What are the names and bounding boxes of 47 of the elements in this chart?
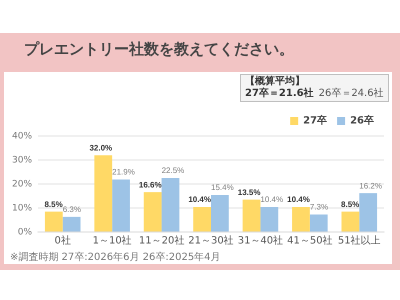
data-label: 16.6% <box>138 180 162 190</box>
bar <box>310 214 328 232</box>
y-tick-label: 20% <box>12 179 32 190</box>
bar <box>260 207 278 232</box>
x-tick-label: 1～10社 <box>92 234 132 247</box>
bar <box>341 212 360 232</box>
data-label: 10.4% <box>260 195 284 204</box>
bar <box>292 207 310 232</box>
x-tick-label: 0社 <box>54 234 71 247</box>
y-tick-label: 30% <box>12 155 32 166</box>
data-label: 15.4% <box>211 183 234 192</box>
data-label: 8.5% <box>44 200 63 209</box>
bar <box>359 193 378 232</box>
bar <box>211 195 229 232</box>
data-label: 32.0% <box>89 143 112 152</box>
legend-label: 27卒 <box>303 114 328 127</box>
y-tick-label: 0% <box>18 227 32 238</box>
bar <box>112 179 130 232</box>
data-label: 10.4% <box>188 195 211 204</box>
data-label: 10.4% <box>287 195 310 204</box>
data-label: 8.5% <box>341 200 360 209</box>
bar <box>242 200 260 232</box>
x-tick-label: 21～30社 <box>188 234 234 247</box>
data-label: 13.5% <box>238 188 260 197</box>
legend-label: 26卒 <box>350 114 374 127</box>
text: 【概算平均】 <box>245 76 306 88</box>
data-label: 6.3% <box>62 205 81 214</box>
text: 26卒＝24.6社 <box>318 88 384 99</box>
text: ※調査時期 27卒:2026年6月 26卒:2025年4月 <box>10 250 221 264</box>
bar <box>162 178 180 232</box>
data-label: 16.2% <box>359 181 382 190</box>
x-tick-label: 11～20社 <box>138 234 184 247</box>
data-label: 21.9% <box>112 168 135 177</box>
bar <box>44 212 63 232</box>
data-label: 22.5% <box>162 166 184 176</box>
x-tick-label: 31～40社 <box>238 234 284 247</box>
y-tick-label: 40% <box>12 131 32 142</box>
bar <box>62 216 81 232</box>
x-tick-label: 41～50社 <box>287 234 333 247</box>
data-label: 7.3% <box>310 202 328 212</box>
bar <box>193 207 211 232</box>
bar <box>144 192 162 232</box>
text: 27卒＝21.6社 <box>245 88 314 99</box>
bar <box>94 155 112 232</box>
y-tick-label: 10% <box>12 203 32 214</box>
chart-title: プレエントリー社数を教えてください。 <box>24 40 294 59</box>
x-tick-label: 51社以上 <box>338 234 381 247</box>
